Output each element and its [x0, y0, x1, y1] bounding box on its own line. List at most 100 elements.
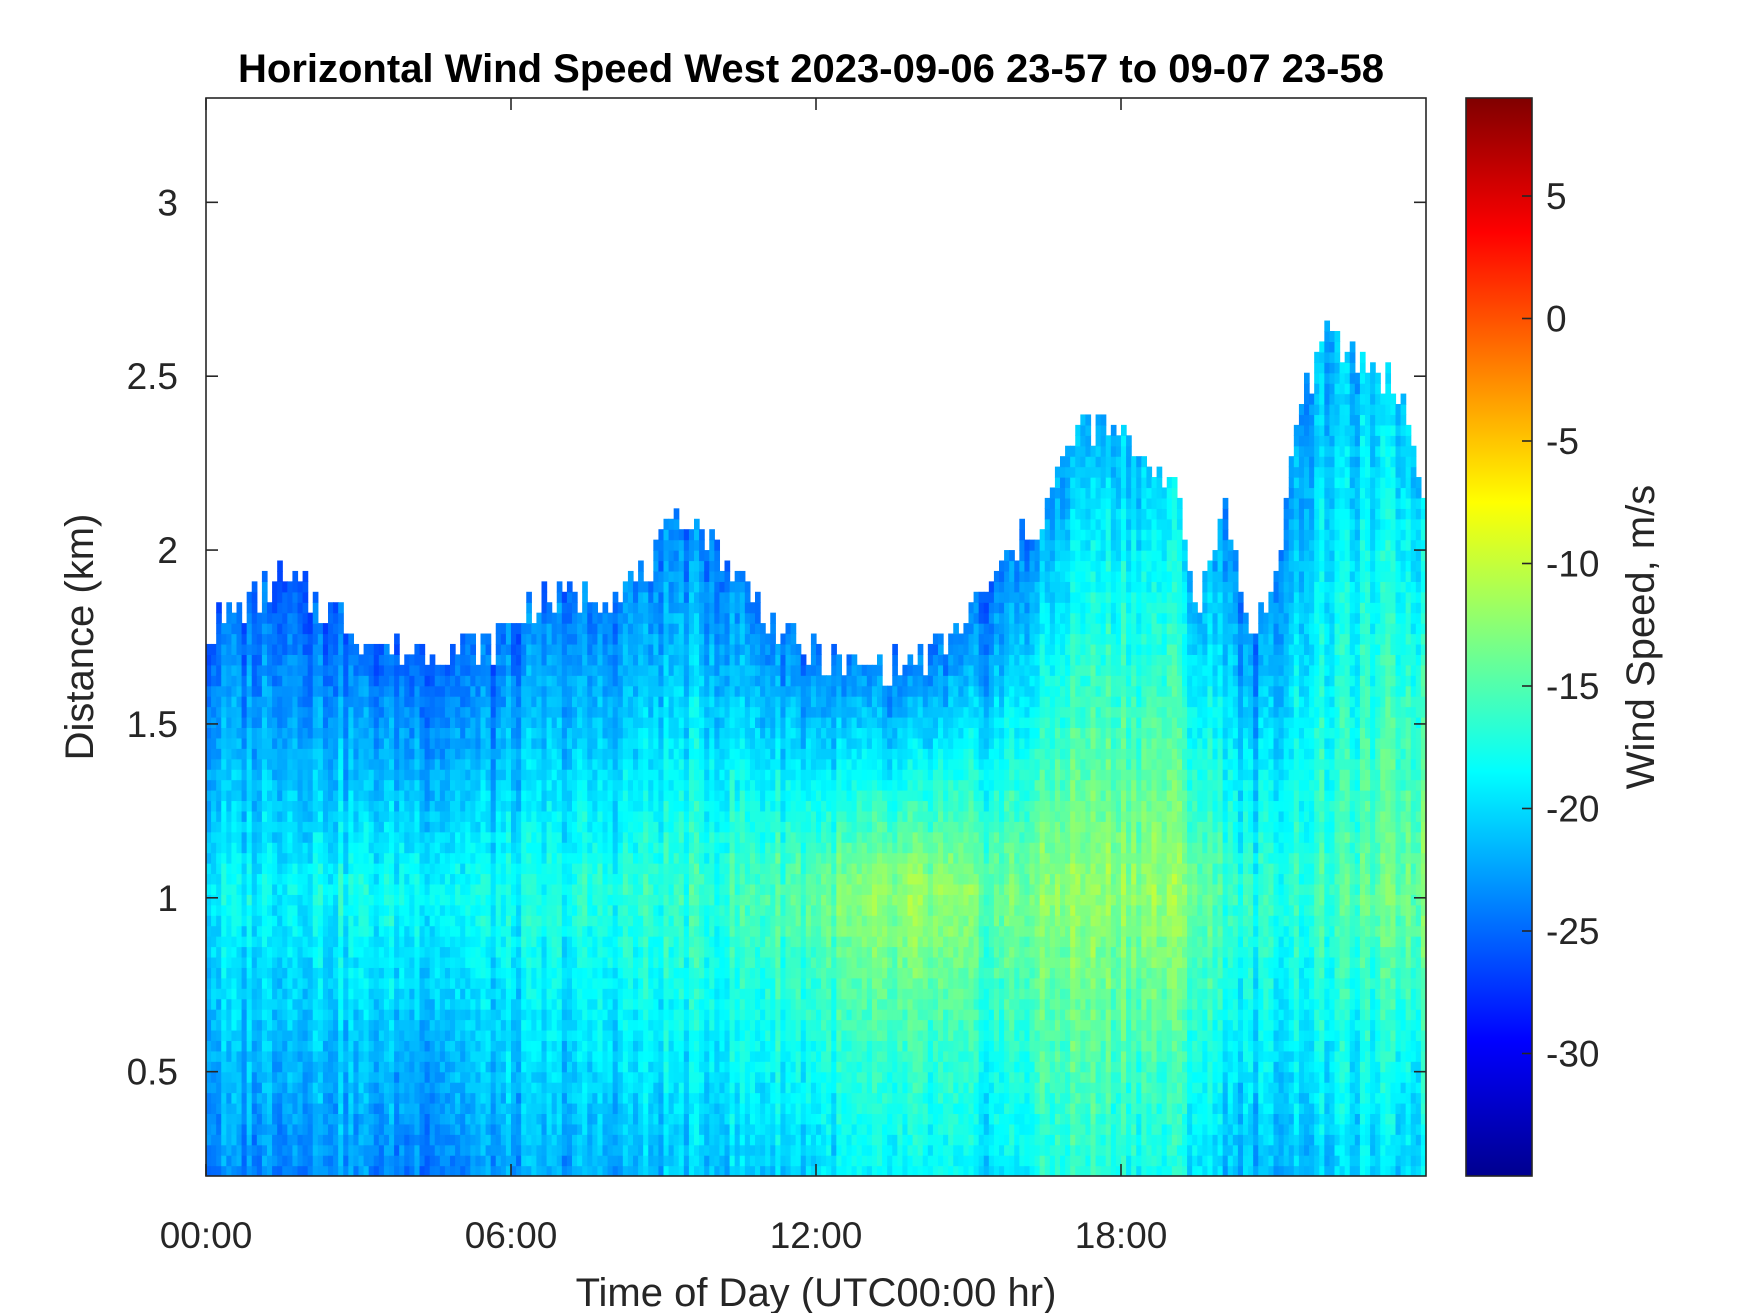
heatmap-cell: [343, 810, 349, 822]
heatmap-cell: [561, 988, 568, 1000]
heatmap-cell: [328, 716, 334, 729]
heatmap-cell: [556, 936, 563, 948]
heatmap-cell: [277, 643, 283, 655]
heatmap-cell: [216, 967, 222, 979]
heatmap-cell: [246, 1113, 253, 1125]
heatmap-cell: [338, 685, 344, 697]
heatmap-cell: [638, 821, 644, 833]
heatmap-cell: [267, 769, 273, 781]
heatmap-cell: [638, 748, 644, 760]
heatmap-cell: [556, 904, 563, 916]
heatmap-cell: [241, 1061, 248, 1073]
heatmap-cell: [546, 936, 553, 948]
heatmap-cell: [668, 1102, 675, 1114]
heatmap-cell: [673, 998, 680, 1010]
heatmap-cell: [607, 1165, 614, 1176]
heatmap-cell: [663, 1134, 670, 1146]
heatmap-cell: [526, 842, 532, 854]
heatmap-cell: [450, 894, 456, 906]
heatmap-cell: [546, 956, 553, 968]
heatmap-cell: [577, 1082, 583, 1094]
heatmap-cell: [643, 612, 649, 624]
heatmap-cell: [511, 1019, 517, 1031]
heatmap-cell: [414, 696, 421, 708]
heatmap-cell: [572, 1092, 578, 1104]
heatmap-cell: [414, 936, 421, 948]
heatmap-cell: [546, 1144, 553, 1156]
heatmap-cell: [561, 852, 568, 864]
heatmap-cell: [526, 779, 532, 791]
heatmap-cell: [561, 915, 568, 927]
heatmap-cell: [577, 967, 583, 979]
heatmap-cell: [328, 1155, 334, 1167]
heatmap-cell: [577, 904, 583, 916]
heatmap-cell: [348, 863, 355, 875]
heatmap-cell: [287, 654, 294, 666]
heatmap-cell: [353, 904, 360, 916]
heatmap-cell: [272, 1165, 278, 1176]
heatmap-cell: [450, 643, 456, 655]
heatmap-cell: [541, 623, 548, 635]
heatmap-cell: [500, 977, 507, 989]
heatmap-cell: [516, 1050, 522, 1062]
heatmap-cell: [668, 664, 675, 676]
heatmap-cell: [378, 664, 385, 676]
heatmap-cell: [317, 1134, 324, 1146]
heatmap-cell: [297, 842, 304, 854]
heatmap-cell: [399, 1029, 405, 1041]
heatmap-cell: [622, 727, 629, 739]
heatmap-cell: [338, 1092, 344, 1104]
heatmap-cell: [251, 675, 258, 687]
heatmap-cell: [358, 1082, 365, 1094]
heatmap-cell: [348, 716, 355, 729]
heatmap-cell: [577, 925, 583, 937]
heatmap-cell: [551, 748, 558, 760]
heatmap-cell: [282, 664, 288, 676]
heatmap-cell: [460, 883, 466, 895]
heatmap-cell: [505, 675, 512, 687]
heatmap-cell: [292, 1019, 299, 1031]
heatmap-cell: [668, 539, 675, 551]
heatmap-cell: [648, 591, 654, 603]
heatmap-cell: [394, 810, 400, 822]
heatmap-cell: [546, 800, 553, 812]
heatmap-cell: [500, 1019, 507, 1031]
heatmap-cell: [282, 716, 288, 729]
heatmap-cell: [287, 925, 294, 937]
heatmap-cell: [389, 1123, 395, 1135]
heatmap-cell: [256, 758, 263, 770]
heatmap-cell: [551, 1040, 558, 1052]
heatmap-cell: [292, 685, 299, 697]
heatmap-cell: [541, 1061, 548, 1073]
heatmap-cell: [414, 779, 421, 791]
heatmap-cell: [434, 664, 441, 676]
heatmap-cell: [475, 946, 482, 958]
heatmap-cell: [389, 800, 395, 812]
heatmap-cell: [261, 612, 268, 624]
heatmap-cell: [353, 831, 360, 843]
heatmap-cell: [450, 769, 456, 781]
heatmap-cell: [409, 1061, 416, 1073]
heatmap-cell: [272, 581, 278, 593]
heatmap-cell: [516, 1061, 522, 1073]
heatmap-cell: [272, 998, 278, 1010]
heatmap-cell: [582, 988, 588, 1000]
heatmap-cell: [221, 737, 227, 749]
heatmap-cell: [627, 1050, 634, 1062]
heatmap-cell: [297, 706, 304, 718]
heatmap-cell: [622, 821, 629, 833]
heatmap-cell: [389, 1050, 395, 1062]
heatmap-cell: [592, 758, 599, 770]
heatmap-cell: [485, 863, 492, 875]
heatmap-cell: [470, 894, 477, 906]
heatmap-cell: [358, 706, 365, 718]
heatmap-cell: [394, 654, 400, 666]
heatmap-cell: [653, 581, 660, 593]
heatmap-cell: [328, 1050, 334, 1062]
heatmap-cell: [444, 800, 451, 812]
heatmap-cell: [602, 779, 609, 791]
heatmap-cell: [373, 1082, 380, 1094]
heatmap-cell: [500, 664, 507, 676]
heatmap-cell: [566, 1092, 573, 1104]
heatmap-cell: [434, 863, 441, 875]
